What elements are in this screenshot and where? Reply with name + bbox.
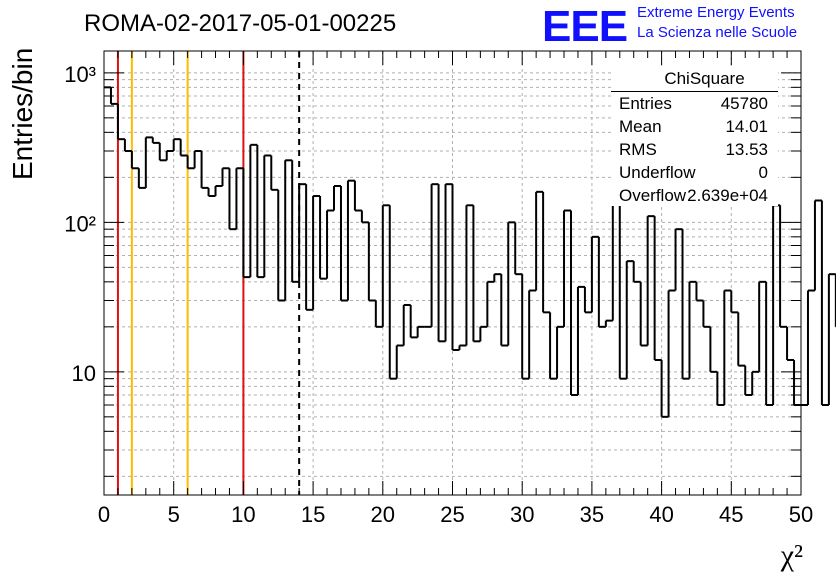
stats-value: 2.639e+04 — [687, 186, 768, 205]
stats-row-underflow: Underflow 0 — [611, 161, 778, 184]
x-tick-label: 30 — [510, 502, 534, 527]
x-tick-label: 40 — [649, 502, 673, 527]
x-tick-label: 50 — [789, 502, 813, 527]
stats-value: 0 — [758, 163, 768, 182]
x-axis-label: χ² — [780, 539, 803, 572]
x-tick-label: 15 — [301, 502, 325, 527]
eee-logo: EEE — [542, 2, 628, 51]
stats-value: 14.01 — [725, 117, 768, 136]
y-axis-label: Entries/bin — [7, 48, 38, 180]
stats-value: 13.53 — [725, 140, 768, 159]
y-tick-label: 10 — [72, 361, 96, 386]
axes — [103, 50, 802, 496]
histogram-bars — [104, 86, 836, 418]
stats-key: Underflow — [619, 163, 696, 182]
stats-row-entries: Entries 45780 — [611, 92, 778, 115]
stats-row-rms: RMS 13.53 — [611, 138, 778, 161]
x-tick-label: 5 — [168, 502, 180, 527]
chart-title: ROMA-02-2017-05-01-00225 — [84, 10, 397, 37]
stats-key: Entries — [619, 94, 672, 113]
stats-key: Overflow — [619, 186, 687, 205]
stats-value: 45780 — [720, 94, 768, 113]
logo-line-2: La Scienza nelle Scuole — [637, 24, 798, 41]
x-tick-label: 0 — [98, 502, 110, 527]
y-tick-label: 10³ — [64, 62, 96, 87]
x-tick-label: 20 — [371, 502, 395, 527]
y-tick-label: 10² — [64, 211, 96, 236]
tick-labels: 0 5 10 15 20 25 30 35 40 45 50 10 10² 10³ — [64, 62, 813, 527]
stats-key: Mean — [619, 117, 662, 136]
x-tick-label: 45 — [719, 502, 743, 527]
x-tick-label: 25 — [440, 502, 464, 527]
stats-box: ChiSquare Entries 45780 Mean 14.01 RMS 1… — [611, 67, 778, 206]
x-tick-label: 35 — [580, 502, 604, 527]
stats-row-overflow: Overflow 2.639e+04 — [611, 184, 778, 207]
stats-key: RMS — [619, 140, 657, 159]
x-tick-label: 10 — [231, 502, 255, 527]
stats-row-mean: Mean 14.01 — [611, 115, 778, 138]
logo-line-1: Extreme Energy Events — [637, 4, 795, 21]
stats-title: ChiSquare — [611, 67, 778, 92]
